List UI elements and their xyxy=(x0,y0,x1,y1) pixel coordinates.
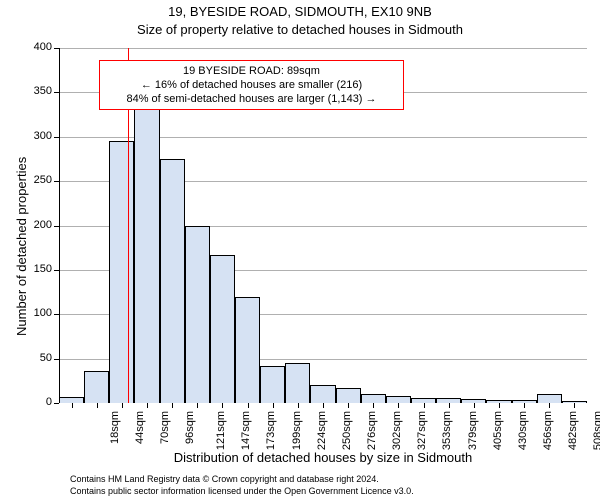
xtick-mark xyxy=(122,403,123,408)
annotation-line: 84% of semi-detached houses are larger (… xyxy=(100,92,403,106)
xtick-mark xyxy=(147,403,148,408)
xtick-mark xyxy=(549,403,550,408)
footer-line-1: Contains HM Land Registry data © Crown c… xyxy=(70,474,379,484)
xtick-mark xyxy=(97,403,98,408)
xtick-label: 173sqm xyxy=(266,411,278,450)
xtick-mark xyxy=(449,403,450,408)
histogram-bar xyxy=(361,394,386,403)
xtick-label: 147sqm xyxy=(240,411,252,450)
histogram-bar xyxy=(210,255,235,403)
chart-title-2: Size of property relative to detached ho… xyxy=(0,22,600,37)
annotation-line: 19 BYESIDE ROAD: 89sqm xyxy=(100,64,403,78)
xtick-label: 121sqm xyxy=(215,411,227,450)
xtick-label: 276sqm xyxy=(366,411,378,450)
xtick-mark xyxy=(248,403,249,408)
ytick-mark xyxy=(54,403,59,404)
xtick-mark xyxy=(172,403,173,408)
histogram-bar xyxy=(235,297,260,404)
xtick-mark xyxy=(273,403,274,408)
ytick-label: 50 xyxy=(24,352,52,364)
xtick-label: 96sqm xyxy=(184,411,196,444)
xtick-mark xyxy=(222,403,223,408)
xtick-label: 379sqm xyxy=(467,411,479,450)
chart-root: 19, BYESIDE ROAD, SIDMOUTH, EX10 9NB Siz… xyxy=(0,0,600,500)
chart-title-1: 19, BYESIDE ROAD, SIDMOUTH, EX10 9NB xyxy=(0,4,600,19)
histogram-bar xyxy=(134,97,159,403)
xtick-label: 302sqm xyxy=(391,411,403,450)
xtick-mark xyxy=(398,403,399,408)
xtick-label: 250sqm xyxy=(341,411,353,450)
xtick-mark xyxy=(348,403,349,408)
histogram-bar xyxy=(310,385,335,403)
y-axis-line xyxy=(59,48,60,403)
plot-area: 05010015020025030035040018sqm44sqm70sqm9… xyxy=(59,48,587,403)
xtick-label: 456sqm xyxy=(542,411,554,450)
histogram-bar xyxy=(386,396,411,403)
ytick-label: 300 xyxy=(24,130,52,142)
histogram-bar xyxy=(84,371,109,403)
histogram-bar xyxy=(160,159,185,403)
ytick-label: 350 xyxy=(24,85,52,97)
xtick-label: 405sqm xyxy=(492,411,504,450)
ytick-label: 400 xyxy=(24,41,52,53)
xtick-label: 18sqm xyxy=(109,411,121,444)
gridline xyxy=(59,48,587,49)
annotation-box: 19 BYESIDE ROAD: 89sqm← 16% of detached … xyxy=(99,60,404,110)
xtick-mark xyxy=(524,403,525,408)
xtick-mark xyxy=(474,403,475,408)
xtick-mark xyxy=(197,403,198,408)
histogram-bar xyxy=(537,394,562,403)
xtick-mark xyxy=(373,403,374,408)
xtick-mark xyxy=(574,403,575,408)
xtick-label: 224sqm xyxy=(316,411,328,450)
histogram-bar xyxy=(109,141,134,403)
histogram-bar xyxy=(336,388,361,403)
xtick-label: 482sqm xyxy=(567,411,579,450)
xtick-mark xyxy=(72,403,73,408)
xtick-label: 70sqm xyxy=(159,411,171,444)
ytick-label: 0 xyxy=(24,396,52,408)
xtick-label: 44sqm xyxy=(134,411,146,444)
xtick-label: 327sqm xyxy=(416,411,428,450)
xtick-label: 430sqm xyxy=(517,411,529,450)
histogram-bar xyxy=(260,366,285,403)
xtick-mark xyxy=(424,403,425,408)
xtick-label: 353sqm xyxy=(442,411,454,450)
xtick-label: 508sqm xyxy=(592,411,600,450)
xtick-mark xyxy=(323,403,324,408)
y-axis-title: Number of detached properties xyxy=(14,156,29,335)
annotation-line: ← 16% of detached houses are smaller (21… xyxy=(100,78,403,92)
histogram-bar xyxy=(185,226,210,404)
xtick-mark xyxy=(298,403,299,408)
xtick-mark xyxy=(499,403,500,408)
x-axis-title: Distribution of detached houses by size … xyxy=(59,450,587,465)
histogram-bar xyxy=(285,363,310,403)
footer-line-2: Contains public sector information licen… xyxy=(70,486,414,496)
xtick-label: 199sqm xyxy=(291,411,303,450)
